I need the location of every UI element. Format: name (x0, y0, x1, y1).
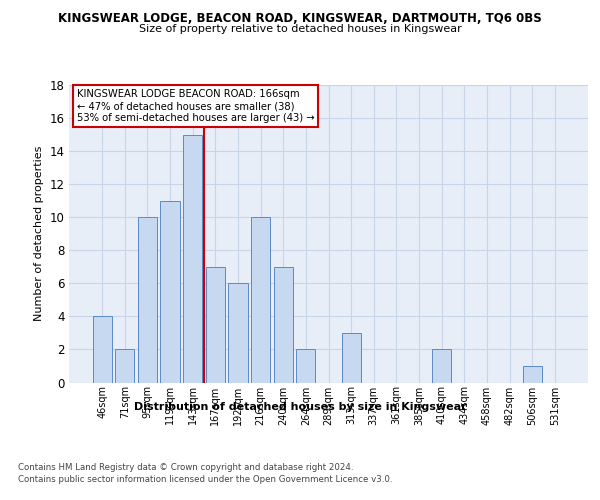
Bar (115, 350, 134, 382)
Y-axis label: Number of detached properties: Number of detached properties (34, 146, 44, 322)
Text: Contains public sector information licensed under the Open Government Licence v3: Contains public sector information licen… (18, 475, 392, 484)
Bar (160, 200, 180, 382)
Text: KINGSWEAR LODGE BEACON ROAD: 166sqm
← 47% of detached houses are smaller (38)
53: KINGSWEAR LODGE BEACON ROAD: 166sqm ← 47… (77, 90, 314, 122)
Text: Size of property relative to detached houses in Kingswear: Size of property relative to detached ho… (139, 24, 461, 34)
Bar (138, 217, 157, 382)
Bar (92, 316, 112, 382)
Bar (251, 217, 270, 382)
Bar (183, 134, 202, 382)
Text: Distribution of detached houses by size in Kingswear: Distribution of detached houses by size … (134, 402, 466, 412)
Bar (229, 284, 248, 382)
Bar (296, 350, 316, 382)
Text: KINGSWEAR LODGE, BEACON ROAD, KINGSWEAR, DARTMOUTH, TQ6 0BS: KINGSWEAR LODGE, BEACON ROAD, KINGSWEAR,… (58, 12, 542, 26)
Text: Contains HM Land Registry data © Crown copyright and database right 2024.: Contains HM Land Registry data © Crown c… (18, 462, 353, 471)
Bar (206, 267, 225, 382)
Bar (432, 350, 451, 382)
Bar (341, 333, 361, 382)
Bar (523, 366, 542, 382)
Bar (274, 267, 293, 382)
